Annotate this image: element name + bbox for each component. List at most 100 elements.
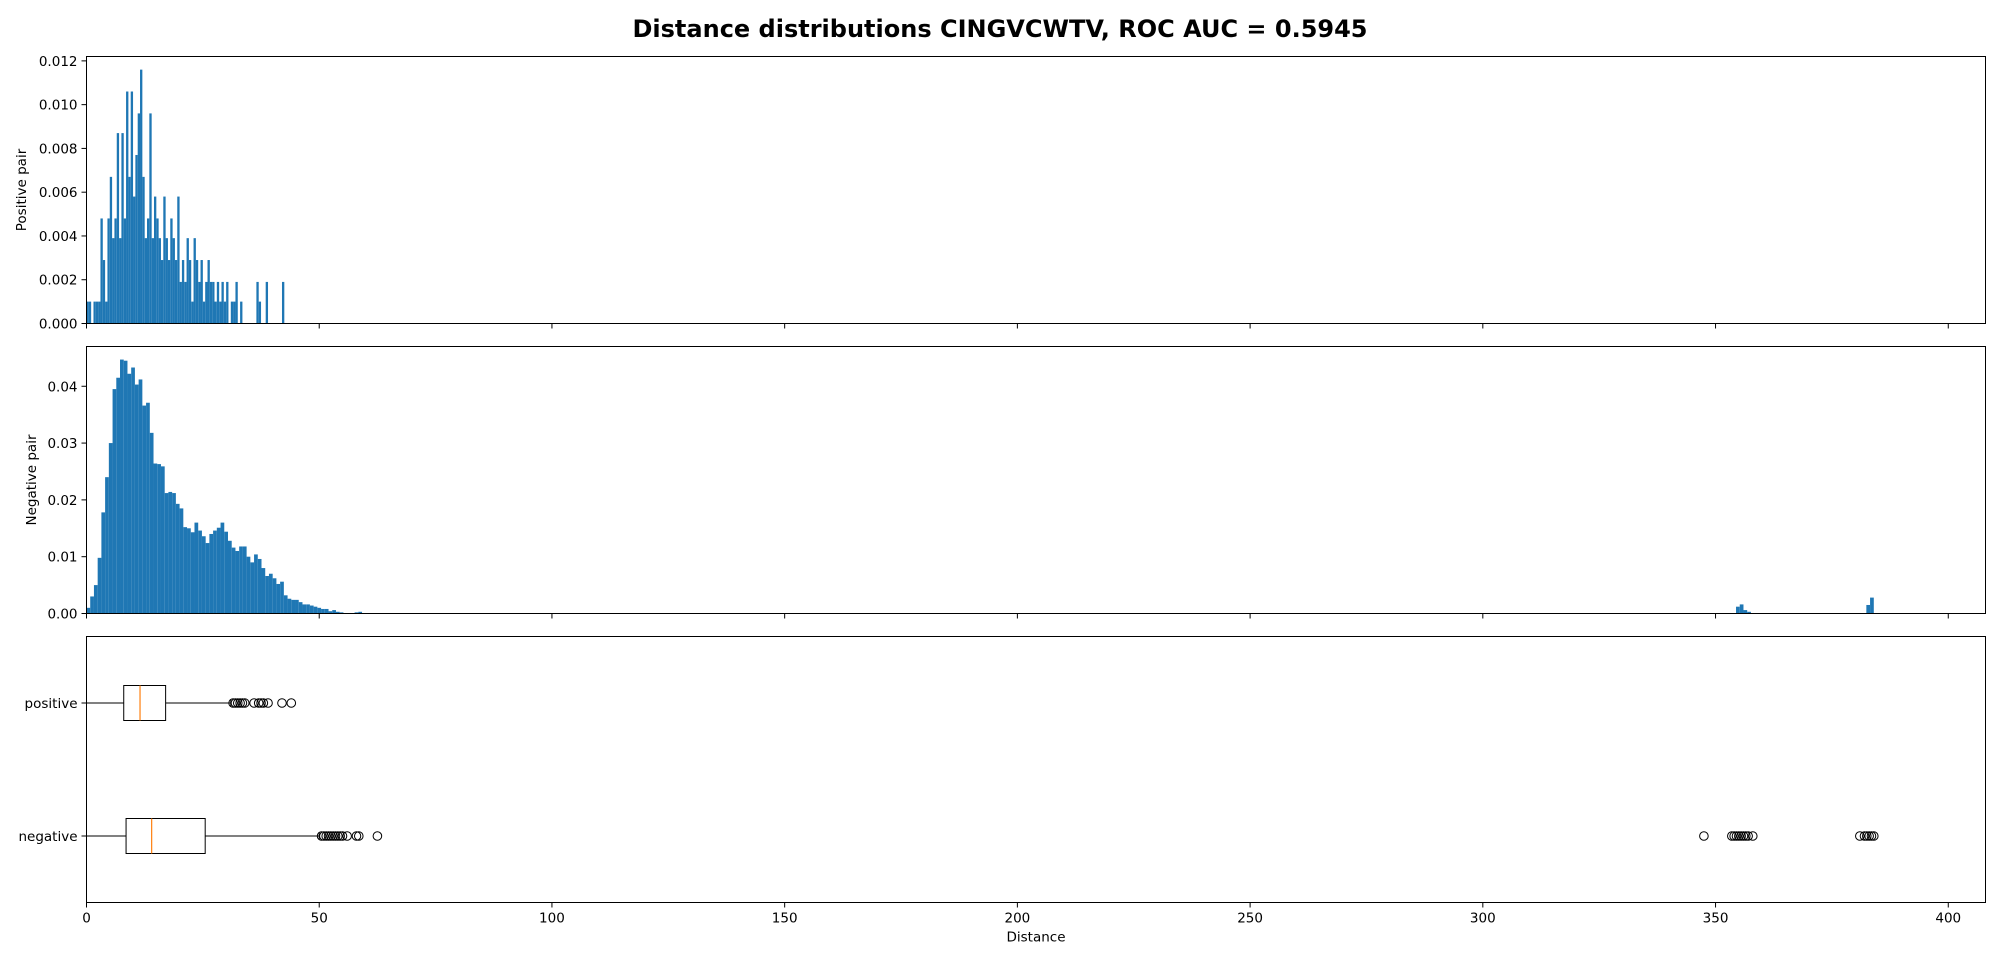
histogram-bar xyxy=(339,612,344,614)
histogram-bar xyxy=(1866,604,1871,614)
y-tick-label: 0.04 xyxy=(47,379,77,395)
outlier-point xyxy=(316,831,327,841)
outlier-point xyxy=(333,831,343,841)
outlier-point xyxy=(337,831,348,841)
histogram-bar xyxy=(1743,610,1748,614)
histogram-bar xyxy=(90,596,94,614)
histogram-bar xyxy=(137,113,141,324)
histogram-bar xyxy=(354,612,359,614)
histogram-bar xyxy=(358,611,363,614)
histogram-bar xyxy=(174,260,178,324)
outlier-point xyxy=(321,831,332,841)
histogram-bar xyxy=(1736,606,1740,614)
histogram-bar xyxy=(160,260,164,324)
histogram-bar xyxy=(134,384,139,614)
histogram-bar xyxy=(187,528,191,614)
x-tick-label: 0 xyxy=(82,911,91,927)
histogram-bar xyxy=(283,595,288,614)
y-tick-label: 0.03 xyxy=(47,436,77,452)
histogram-bar xyxy=(220,522,225,614)
histogram-bar xyxy=(146,402,150,614)
histogram-bar xyxy=(265,281,269,324)
histogram-bar xyxy=(256,281,259,324)
axes-frame xyxy=(86,56,1986,324)
histogram-bar xyxy=(190,532,195,614)
y-tick-label: positive xyxy=(25,696,78,712)
outlier-point xyxy=(328,831,338,841)
outlier-point xyxy=(1734,831,1744,841)
histogram-bar xyxy=(126,91,129,324)
outlier-point xyxy=(253,698,264,708)
histogram-bar xyxy=(205,543,210,614)
histogram-bar xyxy=(179,281,182,324)
y-tick-label: 0.02 xyxy=(47,493,77,509)
histogram-bar xyxy=(281,281,285,324)
histogram-bar xyxy=(127,373,132,614)
histogram-bar xyxy=(205,281,208,324)
histogram-bar xyxy=(130,91,134,324)
histogram-bar xyxy=(188,260,192,324)
histogram-bar xyxy=(224,531,228,614)
histogram-bar xyxy=(123,218,127,324)
histogram-bar xyxy=(112,389,117,614)
histogram-bar xyxy=(175,503,180,614)
histogram-bar xyxy=(135,154,138,324)
x-tick-label: 250 xyxy=(1237,911,1263,927)
histogram-bar xyxy=(156,218,159,324)
y-tick-label: 0.004 xyxy=(39,229,78,245)
histogram-bar xyxy=(276,583,281,614)
histogram-bar xyxy=(179,508,184,614)
histogram-bar xyxy=(317,607,322,614)
histogram-bar xyxy=(172,238,175,324)
histogram-bar xyxy=(193,238,196,324)
outlier-point xyxy=(351,831,362,841)
y-tick-label: 0.012 xyxy=(39,54,78,70)
y-axis-label: Negative pair xyxy=(24,434,40,525)
histogram-bar xyxy=(165,238,168,324)
axes-frame xyxy=(86,636,1986,903)
histogram-bar xyxy=(1747,611,1751,614)
histogram-bar xyxy=(313,606,318,614)
x-tick-label: 200 xyxy=(1004,911,1030,927)
histogram-bar xyxy=(181,260,185,324)
histogram-bar xyxy=(198,530,202,614)
histogram-bar xyxy=(219,301,222,324)
histogram-bar xyxy=(261,568,266,614)
histogram-bar xyxy=(214,301,217,324)
outlier-point xyxy=(256,698,266,708)
histogram-bar xyxy=(112,238,115,324)
x-tick-label: 150 xyxy=(772,911,798,927)
histogram-bar xyxy=(142,176,145,324)
outlier-point xyxy=(1855,831,1865,841)
histogram-bar xyxy=(131,367,135,614)
histogram-bar xyxy=(140,69,143,324)
histogram-bar xyxy=(151,238,154,324)
positive-histogram-panel: 0.000 0.002 0.004 0.006 0.008 0.010 0.012 Posit… xyxy=(14,54,1986,333)
histogram-bar xyxy=(207,260,210,324)
histogram-bar xyxy=(1739,604,1744,614)
histogram-bar xyxy=(302,604,307,614)
outlier-point xyxy=(1743,831,1753,841)
y-tick-label: 0.000 xyxy=(39,317,78,333)
histogram-bar xyxy=(172,493,176,614)
histogram-bar xyxy=(149,432,154,614)
outlier-point xyxy=(1727,831,1737,841)
histogram-bar xyxy=(287,598,292,614)
histogram-bar xyxy=(324,608,329,614)
histogram-bar xyxy=(138,379,143,614)
histogram-bar xyxy=(328,611,333,614)
histogram-bar xyxy=(221,281,224,324)
histogram-bar xyxy=(158,238,161,324)
outlier-point xyxy=(330,831,341,841)
histogram-bar xyxy=(254,554,258,614)
histogram-bar xyxy=(291,599,296,614)
histogram-bar xyxy=(142,405,147,614)
histogram-bar xyxy=(295,599,299,614)
histogram-bar xyxy=(101,512,106,614)
y-tick-label: negative xyxy=(18,829,77,845)
outlier-point xyxy=(237,698,248,708)
histogram-bar xyxy=(147,218,150,324)
histogram-bar xyxy=(298,602,303,614)
